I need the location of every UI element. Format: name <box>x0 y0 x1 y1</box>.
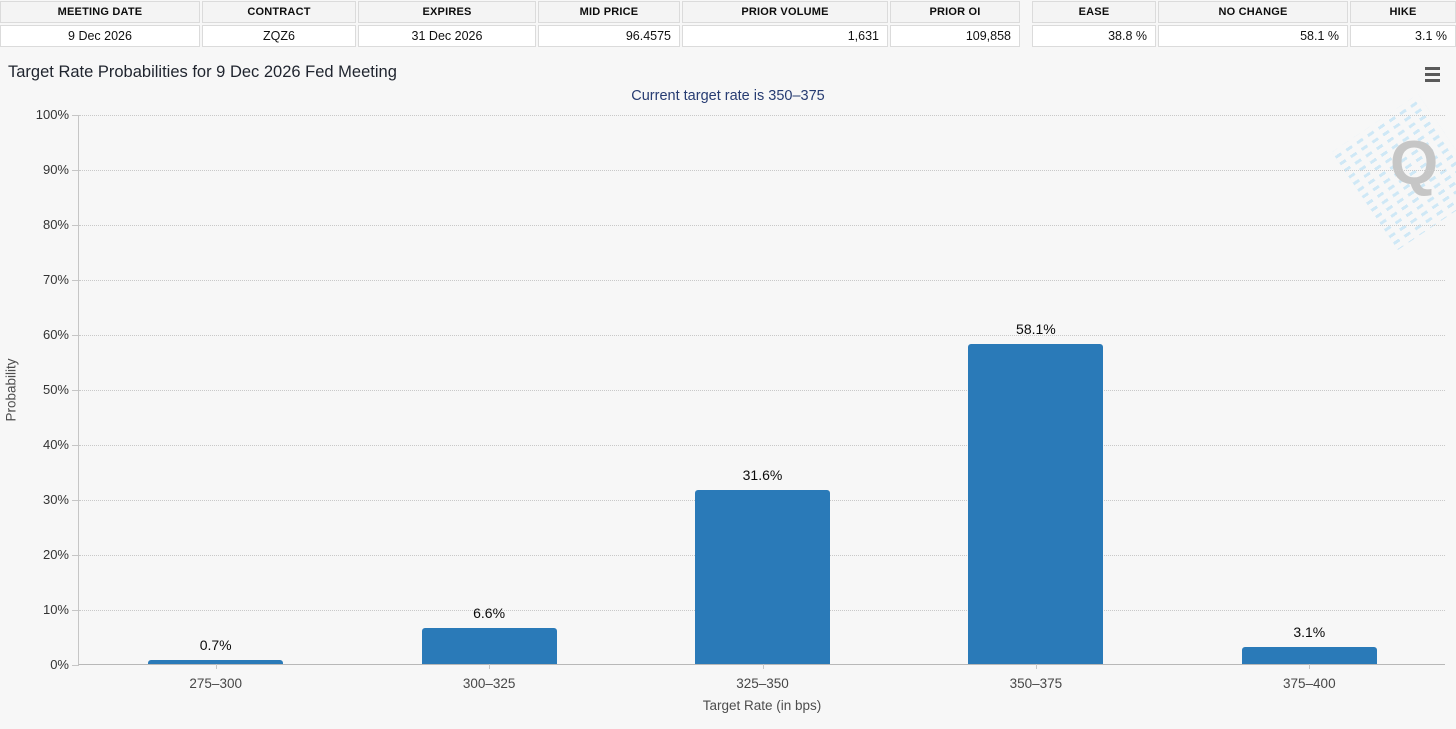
chart-title: Target Rate Probabilities for 9 Dec 2026… <box>8 63 397 81</box>
x-axis-tick <box>1035 664 1037 669</box>
probability-summary-value-row: 38.8 % 58.1 % 3.1 % <box>1032 25 1456 47</box>
hamburger-menu-icon <box>1418 67 1440 82</box>
gridline <box>79 390 1445 391</box>
x-category-label: 300–325 <box>462 676 516 691</box>
y-axis-tick <box>72 390 79 391</box>
gridline <box>79 115 1445 116</box>
x-category-label: 275–300 <box>189 676 242 691</box>
x-category-label: 325–350 <box>736 676 789 691</box>
gridline <box>79 335 1445 336</box>
x-axis-title: Target Rate (in bps) <box>702 698 822 713</box>
probability-bar[interactable] <box>421 627 557 664</box>
header-prior-volume: PRIOR VOLUME <box>682 1 888 23</box>
y-axis-tick <box>72 115 79 116</box>
value-contract: ZQZ6 <box>202 25 356 47</box>
y-axis-tick <box>72 500 79 501</box>
probability-summary-table: EASE NO CHANGE HIKE 38.8 % 58.1 % 3.1 % <box>1032 1 1456 47</box>
bar-value-label: 31.6% <box>742 467 783 484</box>
header-no-change: NO CHANGE <box>1158 1 1348 23</box>
header-meeting-date: MEETING DATE <box>0 1 200 23</box>
y-axis-tick-label: 70% <box>42 272 69 287</box>
y-axis-tick-label: 30% <box>42 492 69 507</box>
value-hike: 3.1 % <box>1350 25 1456 47</box>
probability-summary-header-row: EASE NO CHANGE HIKE <box>1032 1 1456 23</box>
bar-value-label: 6.6% <box>473 604 506 621</box>
x-category-label: 350–375 <box>1009 676 1063 691</box>
contract-info-value-row: 9 Dec 2026 ZQZ6 31 Dec 2026 96.4575 1,63… <box>0 25 1020 47</box>
x-axis-tick <box>489 664 491 669</box>
chart-subtitle: Current target rate is 350–375 <box>631 88 825 104</box>
y-axis-tick-label: 20% <box>42 547 69 562</box>
bar-value-label: 0.7% <box>199 637 232 654</box>
contract-info-header-row: MEETING DATE CONTRACT EXPIRES MID PRICE … <box>0 1 1020 23</box>
probability-bar[interactable] <box>1241 646 1377 664</box>
y-axis-tick-label: 80% <box>42 217 69 232</box>
y-axis-tick-label: 90% <box>42 162 69 177</box>
header-contract: CONTRACT <box>202 1 356 23</box>
header-ease: EASE <box>1032 1 1156 23</box>
probability-bar[interactable] <box>695 490 830 664</box>
value-mid-price: 96.4575 <box>538 25 680 47</box>
y-axis-tick <box>72 335 79 336</box>
quikstrike-watermark: Q <box>1390 129 1439 198</box>
header-prior-oi: PRIOR OI <box>890 1 1020 23</box>
y-axis-tick <box>72 555 79 556</box>
bar-value-label: 58.1% <box>1016 321 1056 338</box>
chart-menu-button[interactable] <box>1418 67 1440 86</box>
contract-info-bar: MEETING DATE CONTRACT EXPIRES MID PRICE … <box>0 0 1456 50</box>
probability-bar[interactable] <box>968 344 1104 664</box>
y-axis-tick <box>72 280 79 281</box>
y-axis-tick-label: 0% <box>50 657 69 672</box>
bar-value-label: 3.1% <box>1293 623 1326 640</box>
gridline <box>79 170 1445 171</box>
value-prior-volume: 1,631 <box>682 25 888 47</box>
x-axis-tick <box>215 664 217 669</box>
y-axis-tick-label: 40% <box>42 437 69 452</box>
y-axis-tick-label: 60% <box>42 327 69 342</box>
y-axis-tick <box>72 665 79 666</box>
header-hike: HIKE <box>1350 1 1456 23</box>
fed-meeting-probability-chart: Target Rate Probabilities for 9 Dec 2026… <box>0 55 1456 729</box>
y-axis-tick-label: 50% <box>42 382 69 397</box>
x-axis-tick <box>1309 664 1311 669</box>
y-axis-tick-label: 100% <box>35 107 69 122</box>
gridline <box>79 225 1445 226</box>
y-axis-tick <box>72 170 79 171</box>
probability-bar[interactable] <box>148 660 284 664</box>
plot-area: Probability Target Rate (in bps) 0% 10% 20… <box>4 107 1445 713</box>
y-axis-tick-label: 10% <box>42 602 69 617</box>
value-expires: 31 Dec 2026 <box>358 25 536 47</box>
gridline <box>79 445 1445 446</box>
contract-info-table: MEETING DATE CONTRACT EXPIRES MID PRICE … <box>0 1 1020 47</box>
value-ease: 38.8 % <box>1032 25 1156 47</box>
y-axis-tick <box>72 610 79 611</box>
y-axis-tick <box>72 225 79 226</box>
header-expires: EXPIRES <box>358 1 536 23</box>
value-meeting-date: 9 Dec 2026 <box>0 25 200 47</box>
value-no-change: 58.1 % <box>1158 25 1348 47</box>
x-category-label: 375–400 <box>1283 676 1336 691</box>
header-mid-price: MID PRICE <box>538 1 680 23</box>
value-prior-oi: 109,858 <box>890 25 1020 47</box>
y-axis-tick <box>72 445 79 446</box>
gridline <box>79 280 1445 281</box>
x-axis-tick <box>762 664 764 669</box>
